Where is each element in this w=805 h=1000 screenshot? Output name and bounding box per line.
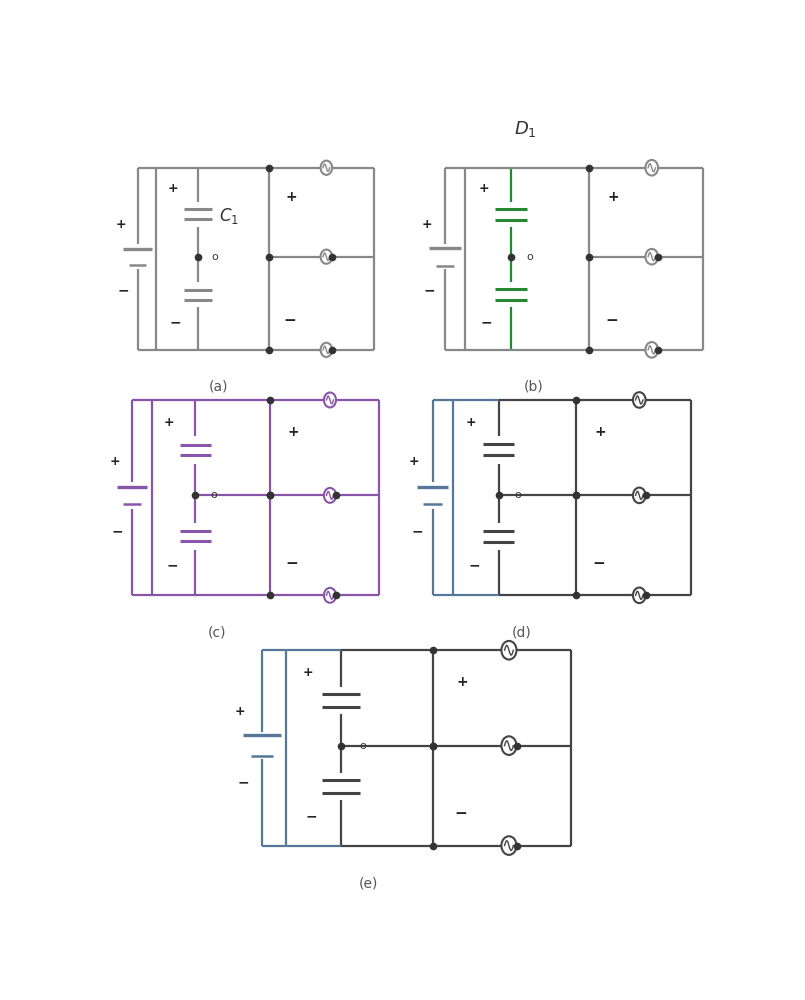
Text: −: − — [118, 284, 129, 298]
Text: +: + — [115, 218, 126, 231]
Text: −: − — [237, 775, 249, 789]
Text: −: − — [170, 315, 181, 329]
Text: −: − — [167, 559, 178, 573]
Text: −: − — [469, 559, 480, 573]
Text: +: + — [234, 705, 245, 718]
Text: −: − — [411, 525, 423, 539]
Text: −: − — [285, 556, 298, 571]
Text: (a): (a) — [209, 379, 229, 393]
Text: −: − — [111, 525, 123, 539]
Text: +: + — [303, 666, 313, 679]
Text: +: + — [456, 675, 469, 689]
Text: +: + — [287, 425, 299, 439]
Text: +: + — [607, 190, 619, 204]
Text: (b): (b) — [524, 379, 544, 393]
Text: $\boldsymbol{D_1}$: $\boldsymbol{D_1}$ — [514, 119, 537, 139]
Text: +: + — [421, 218, 431, 231]
Text: (e): (e) — [358, 876, 378, 890]
Text: (c): (c) — [208, 626, 227, 640]
Text: (d): (d) — [512, 626, 531, 640]
Text: +: + — [285, 190, 297, 204]
Text: −: − — [605, 313, 618, 328]
Text: o: o — [514, 490, 521, 500]
Text: +: + — [409, 455, 419, 468]
Text: o: o — [210, 490, 217, 500]
Text: o: o — [360, 741, 366, 751]
Text: −: − — [306, 809, 317, 823]
Text: +: + — [478, 182, 489, 195]
Text: +: + — [109, 455, 120, 468]
Text: +: + — [167, 182, 179, 195]
Text: −: − — [481, 315, 493, 329]
Text: −: − — [423, 284, 436, 298]
Text: −: − — [455, 806, 467, 821]
Text: −: − — [592, 556, 605, 571]
Text: +: + — [595, 425, 606, 439]
Text: o: o — [526, 252, 533, 262]
Text: $C_1$: $C_1$ — [220, 206, 239, 226]
Text: +: + — [466, 416, 477, 429]
Text: o: o — [212, 252, 218, 262]
Text: +: + — [164, 416, 175, 429]
Text: −: − — [283, 313, 296, 328]
